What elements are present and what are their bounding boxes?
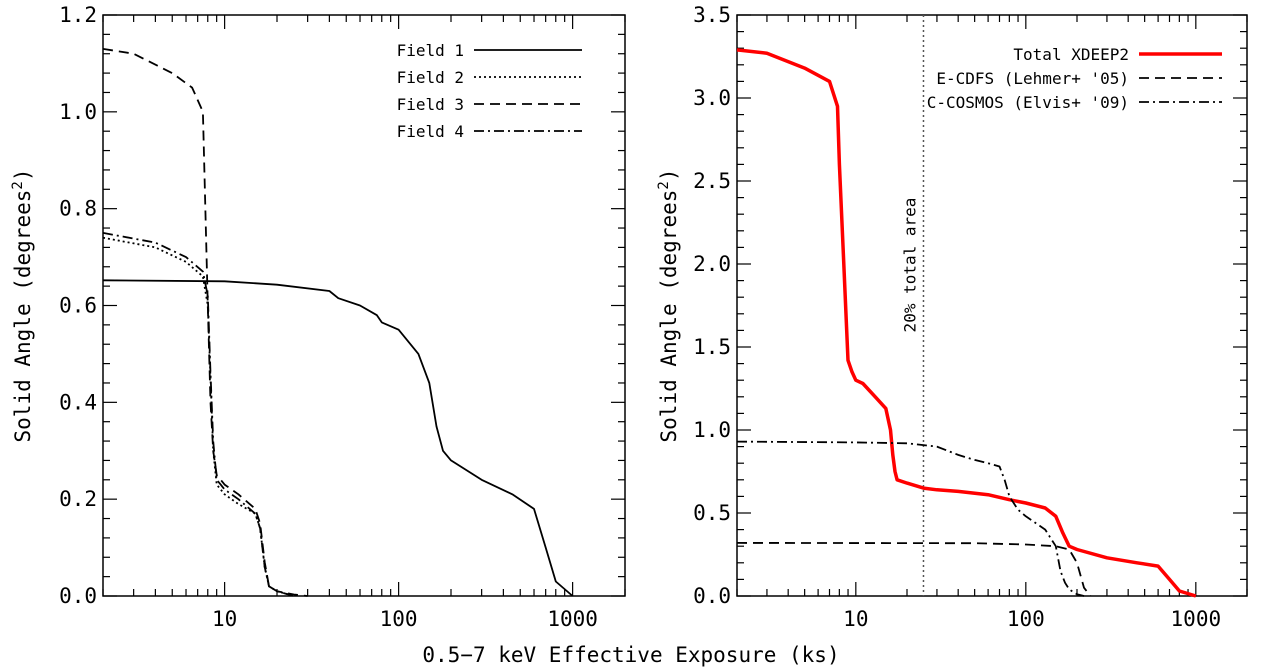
y-tick-label: 0.0 (59, 584, 97, 608)
y-tick-label: 0.0 (693, 584, 731, 608)
legend-label: Field 3 (397, 95, 464, 114)
legend-label: Field 1 (397, 41, 464, 60)
legend-label: Total XDEEP2 (1013, 45, 1129, 64)
y-tick-label: 0.2 (59, 487, 97, 511)
series-line-1 (102, 236, 295, 597)
x-tick-label: 10 (843, 607, 868, 631)
series-line-2 (736, 440, 1085, 597)
series-line-0 (736, 48, 1197, 598)
threshold-label: 20% total area (900, 198, 919, 333)
legend-label: Field 4 (397, 122, 464, 141)
y-tick-label: 1.0 (59, 100, 97, 124)
y-tick-label: 0.6 (59, 294, 97, 318)
y-tick-label: 1.2 (59, 3, 97, 27)
y-tick-label: 3.5 (693, 3, 731, 27)
y-axis-label: Solid Angle (degrees2) (656, 169, 681, 443)
y-tick-label: 2.0 (693, 252, 731, 276)
right-panel: 0.0 0.5 1.0 1.5 2.0 2.5 3.0 3.5 10 100 1000 Solid A… (656, 3, 1248, 631)
y-tick-label: 0.4 (59, 390, 97, 414)
x-tick-label: 10 (212, 607, 237, 631)
x-axis-label: 0.5−7 keV Effective Exposure (ks) (422, 643, 839, 667)
x-tick-label: 100 (1007, 607, 1045, 631)
y-tick-label: 0.5 (693, 501, 731, 525)
y-tick-label: 3.0 (693, 86, 731, 110)
series-line-0 (102, 279, 574, 597)
x-tick-label: 1000 (1171, 607, 1222, 631)
series-line-2 (102, 48, 308, 597)
series-line-3 (102, 232, 295, 597)
x-tick-label: 100 (380, 607, 418, 631)
plot-frame (736, 14, 1248, 597)
y-tick-label: 1.5 (693, 335, 731, 359)
left-panel: 0.0 0.2 0.4 0.6 0.8 1.0 1.2 10 100 1000 Solid Angl… (10, 3, 626, 631)
legend-label: E-CDFS (Lehmer+ '05) (936, 69, 1129, 88)
y-axis-label: Solid Angle (degrees2) (10, 169, 35, 443)
series-line-1 (736, 542, 1092, 597)
y-tick-label: 2.5 (693, 169, 731, 193)
y-tick-label: 1.0 (693, 418, 731, 442)
legend-label: Field 2 (397, 68, 464, 87)
plot-frame (102, 14, 626, 597)
x-tick-label: 1000 (547, 607, 598, 631)
legend-label: C-COSMOS (Elvis+ '09) (927, 93, 1129, 112)
y-tick-label: 0.8 (59, 197, 97, 221)
